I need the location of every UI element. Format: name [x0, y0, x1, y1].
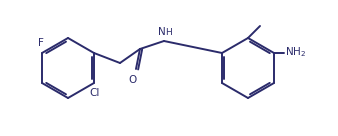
Text: O: O [129, 75, 137, 85]
Text: NH$_2$: NH$_2$ [285, 45, 306, 59]
Text: Cl: Cl [90, 88, 100, 98]
Text: F: F [38, 38, 44, 48]
Text: N: N [158, 27, 166, 37]
Text: H: H [165, 28, 172, 37]
